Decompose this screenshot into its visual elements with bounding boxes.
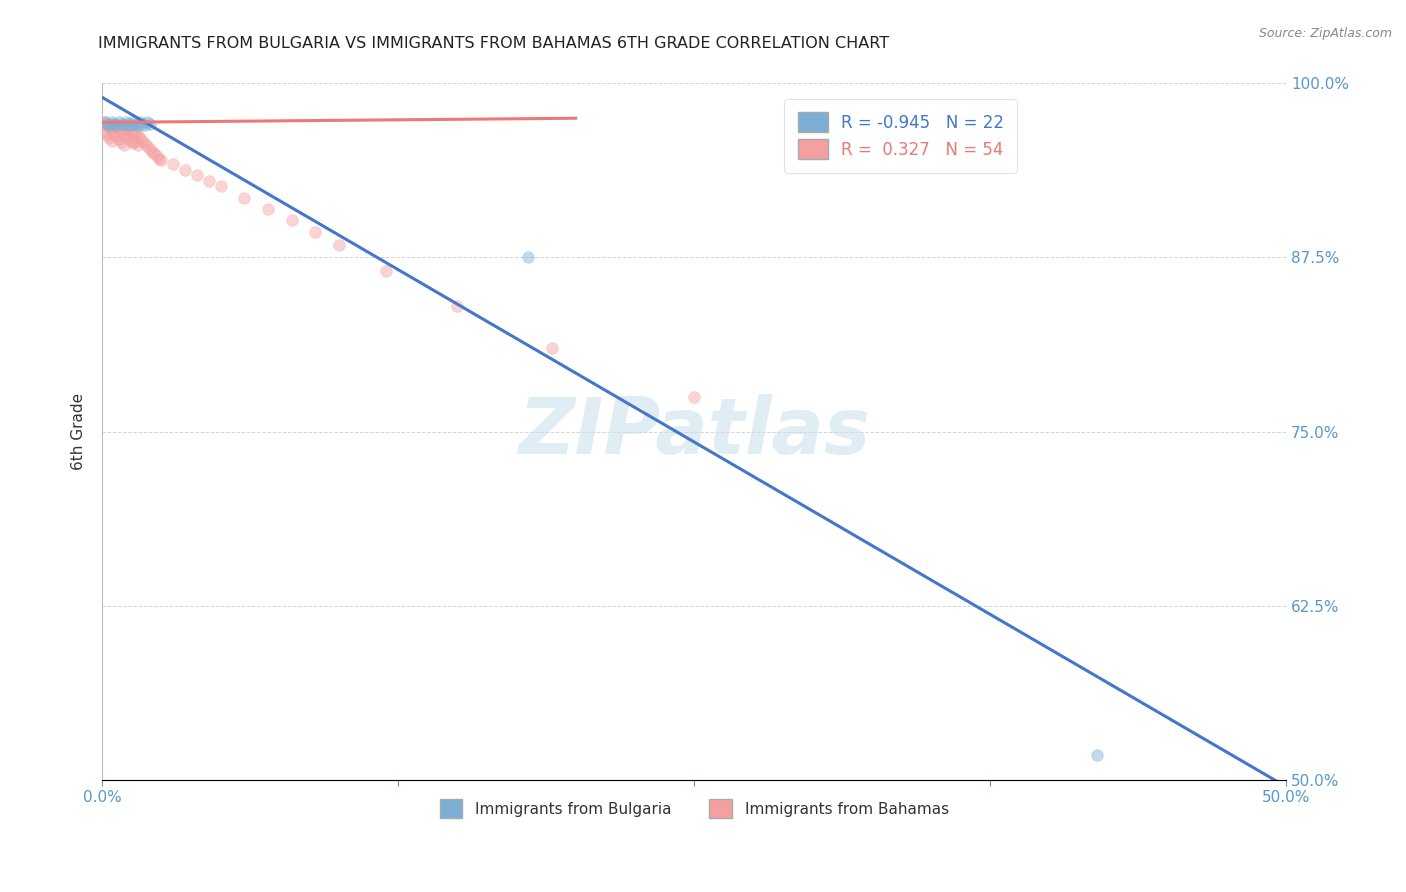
Point [124,117,146,131]
Point [134,136,156,151]
Point [120,118,142,132]
Point [122,136,145,151]
Point [541,341,564,355]
Point [103,117,125,131]
Point [197,174,219,188]
Point [143,146,166,161]
Point [136,139,159,153]
Point [107,115,129,129]
Point [93,115,115,129]
Point [375,264,398,278]
Point [134,118,156,132]
Point [131,117,153,131]
Point [98,120,121,135]
Point [93,125,115,139]
Point [105,118,128,132]
Point [112,118,135,132]
Point [103,117,125,131]
Point [124,135,146,149]
Point [683,390,706,404]
Point [328,238,350,252]
Point [112,137,135,152]
Point [100,134,122,148]
Point [105,120,128,134]
Point [304,226,326,240]
Point [122,115,145,129]
Point [122,127,145,141]
Point [98,118,121,132]
Point [93,115,115,129]
Point [280,213,302,227]
Text: Source: ZipAtlas.com: Source: ZipAtlas.com [1258,27,1392,40]
Point [100,124,122,138]
Point [110,125,132,139]
Point [209,179,232,194]
Point [257,202,280,216]
Y-axis label: 6th Grade: 6th Grade [72,393,86,470]
Point [115,128,138,142]
Legend: Immigrants from Bulgaria, Immigrants from Bahamas: Immigrants from Bulgaria, Immigrants fro… [433,793,955,824]
Point [186,169,208,183]
Point [117,130,139,145]
Point [115,115,138,129]
Point [117,120,139,135]
Point [131,134,153,148]
Point [517,251,540,265]
Point [138,142,160,156]
Point [141,145,163,159]
Point [107,122,129,136]
Point [446,299,468,313]
Text: ZIPatlas: ZIPatlas [517,393,870,469]
Point [96,118,118,132]
Point [96,128,118,142]
Point [117,117,139,131]
Point [145,149,167,163]
Point [1085,747,1108,762]
Point [96,117,118,131]
Point [100,115,122,129]
Point [107,132,129,146]
Point [136,115,159,129]
Point [162,157,184,171]
Point [103,127,125,141]
Point [127,128,149,142]
Point [105,129,128,144]
Point [112,128,135,142]
Point [127,137,149,152]
Point [138,117,160,131]
Point [174,162,197,177]
Point [115,118,138,132]
Point [233,191,256,205]
Point [150,153,173,167]
Point [148,152,170,166]
Point [129,130,152,145]
Point [129,115,152,129]
Point [120,124,142,138]
Text: IMMIGRANTS FROM BULGARIA VS IMMIGRANTS FROM BAHAMAS 6TH GRADE CORRELATION CHART: IMMIGRANTS FROM BULGARIA VS IMMIGRANTS F… [98,36,890,51]
Point [120,134,142,148]
Point [124,125,146,139]
Point [110,117,132,131]
Point [98,130,121,145]
Point [110,135,132,149]
Point [127,118,149,132]
